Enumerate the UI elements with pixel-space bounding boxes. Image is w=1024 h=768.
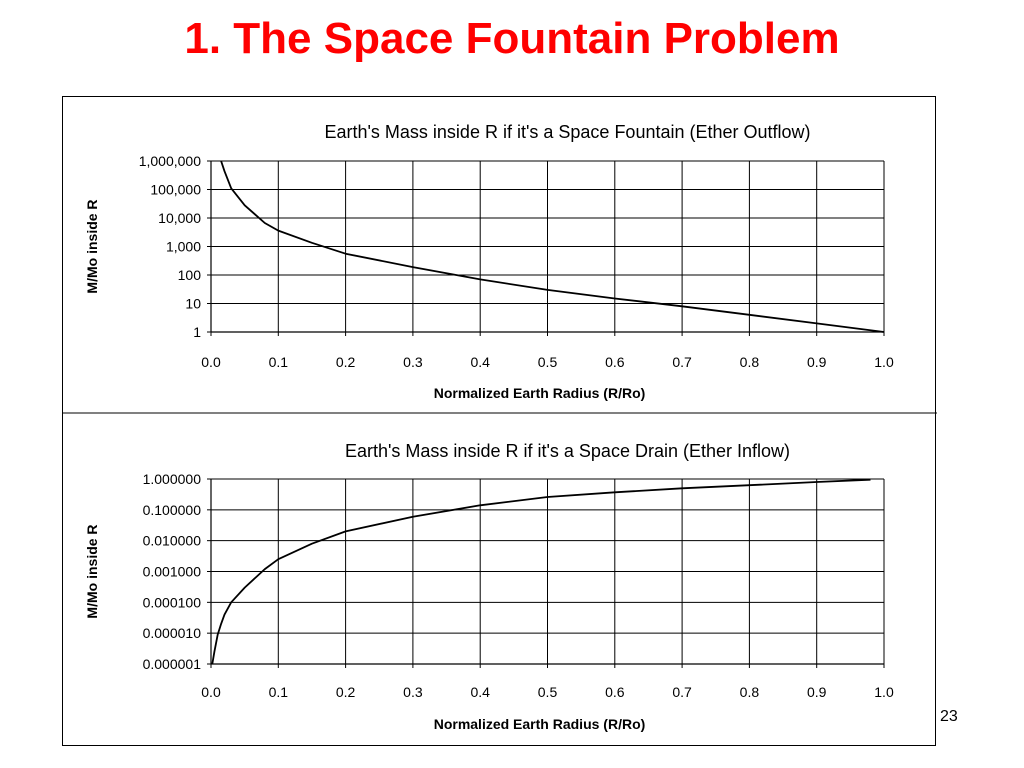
x-tick-label: 0.4 (470, 354, 490, 370)
y-axis-label: M/Mo inside R (84, 199, 100, 293)
y-tick-label: 1,000 (166, 239, 201, 255)
page-number: 23 (940, 708, 958, 725)
x-axis-label: Normalized Earth Radius (R/Ro) (434, 716, 646, 732)
x-tick-label: 0.6 (605, 684, 625, 700)
y-tick-label: 0.001000 (143, 564, 202, 580)
y-tick-label: 0.000001 (143, 656, 202, 672)
x-tick-label: 0.8 (740, 684, 760, 700)
y-axis-label: M/Mo inside R (84, 524, 100, 618)
x-tick-label: 0.8 (740, 354, 760, 370)
x-tick-label: 0.2 (336, 354, 356, 370)
x-tick-label: 0.2 (336, 684, 356, 700)
y-tick-label: 0.010000 (143, 533, 202, 549)
x-tick-label: 0.7 (672, 684, 692, 700)
y-tick-label: 1,000,000 (139, 153, 201, 169)
series-line (211, 478, 871, 665)
chart-frame: 1 10 100 1,000 10,000 100,000 1,000,000 0.0 0.1 0… (62, 96, 937, 746)
series-line (220, 160, 885, 333)
x-tick-label: 0.9 (807, 354, 827, 370)
chart-title: Earth's Mass inside R if it's a Space Dr… (345, 441, 790, 461)
y-tick-label: 0.000010 (143, 625, 202, 641)
chart-title: Earth's Mass inside R if it's a Space Fo… (324, 122, 810, 142)
x-tick-label: 1.0 (874, 684, 894, 700)
x-tick-label: 0.7 (672, 354, 692, 370)
x-tick-label: 0.9 (807, 684, 827, 700)
y-tick-label: 1.000000 (143, 471, 202, 487)
x-tick-label: 0.0 (201, 684, 221, 700)
x-tick-label: 0.0 (201, 354, 221, 370)
y-tick-label: 100 (178, 267, 202, 283)
x-tick-label: 0.5 (538, 684, 558, 700)
y-tick-label: 10,000 (158, 210, 201, 226)
slide-title: 1. The Space Fountain Problem (184, 14, 840, 63)
y-tick-label: 100,000 (150, 182, 201, 198)
x-tick-label: 0.1 (269, 354, 289, 370)
x-tick-label: 0.5 (538, 354, 558, 370)
x-tick-label: 0.6 (605, 354, 625, 370)
x-axis-label: Normalized Earth Radius (R/Ro) (434, 385, 646, 401)
x-tick-label: 1.0 (874, 354, 894, 370)
y-tick-label: 1 (193, 324, 201, 340)
x-tick-label: 0.3 (403, 354, 423, 370)
x-tick-label: 0.4 (470, 684, 490, 700)
y-tick-label: 10 (185, 296, 201, 312)
y-tick-label: 0.100000 (143, 502, 202, 518)
x-tick-label: 0.3 (403, 684, 423, 700)
y-tick-label: 0.000100 (143, 594, 202, 610)
x-tick-label: 0.1 (269, 684, 289, 700)
